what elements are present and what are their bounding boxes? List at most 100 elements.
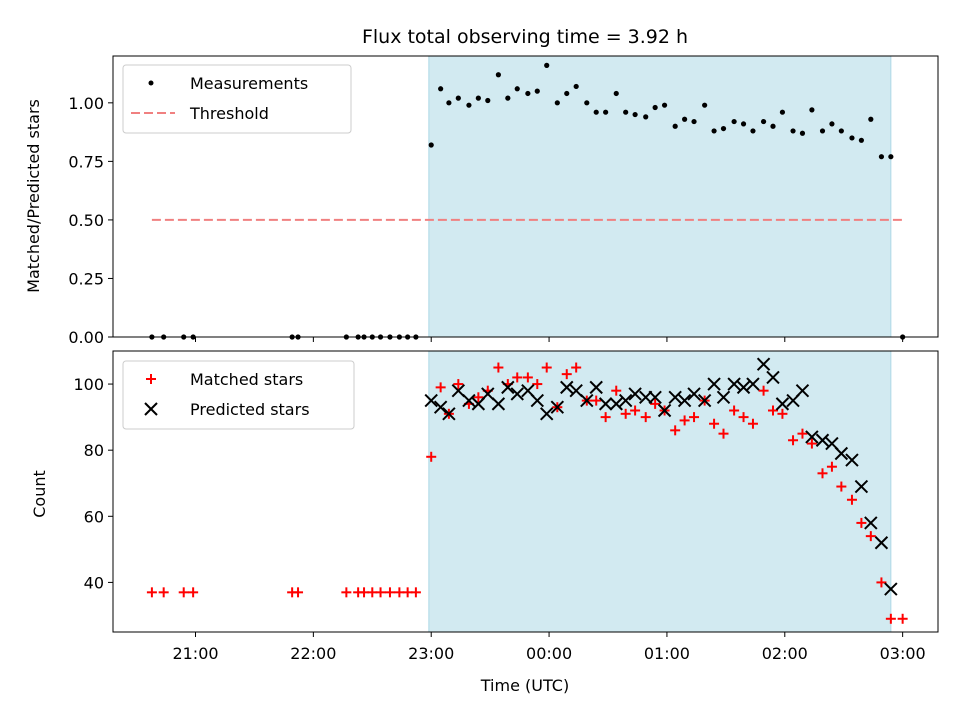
- predicted-star-point: [491, 397, 506, 411]
- predicted-star-point: [766, 370, 780, 385]
- measurement-point: [485, 97, 491, 104]
- measurement-point: [760, 118, 767, 125]
- matched-star-point: [426, 451, 437, 462]
- predicted-star-point: [589, 380, 603, 395]
- ratio-y-ticks: 0.00 0.25 0.50 0.75 1.00: [68, 94, 113, 347]
- time-x-axis-label: Time (UTC): [480, 676, 569, 695]
- count-y-tick-label: 40: [84, 573, 104, 592]
- predicted-star-point: [845, 453, 859, 467]
- matched-star-point: [738, 412, 749, 423]
- measurement-point: [888, 154, 894, 160]
- predicted-star-point: [510, 387, 524, 401]
- predicted-star-point: [668, 390, 682, 404]
- predicted-star-point: [657, 403, 672, 418]
- count-y-axis-label: Count: [30, 470, 49, 518]
- predicted-star-point: [697, 393, 712, 408]
- matched-star-point: [158, 587, 169, 598]
- predicted-star-point: [677, 393, 692, 408]
- measurement-point: [438, 86, 444, 92]
- time-x-tick-label: 21:00: [172, 644, 218, 663]
- count-y-tick-label: 100: [73, 375, 104, 394]
- ratio-y-tick-label: 0.50: [68, 211, 104, 230]
- measurement-point: [525, 90, 531, 97]
- measurement-point: [809, 107, 815, 113]
- legend-box: [122, 64, 352, 134]
- ratio-panel-frame: [112, 55, 939, 338]
- predicted-star-point: [639, 390, 653, 404]
- measurement-point: [731, 118, 737, 125]
- ratio-y-tick-label: 0.00: [68, 328, 104, 347]
- legend-threshold-label: Threshold: [189, 104, 269, 123]
- count-y-tick-label: 80: [84, 441, 104, 460]
- predicted-star-point: [648, 390, 662, 404]
- matched-star-point: [679, 415, 690, 426]
- predicted-star-point: [424, 393, 438, 408]
- figure-title: Flux total observing time = 3.92 h: [362, 26, 688, 48]
- predicted-star-point: [805, 430, 819, 444]
- predicted-star-point: [462, 393, 476, 408]
- matched-star-point: [512, 372, 523, 383]
- measurement-point: [495, 72, 501, 78]
- matched-star-point: [384, 587, 395, 598]
- measurement-point: [593, 109, 599, 115]
- matched-star-point: [473, 392, 484, 403]
- matched-star-point: [571, 362, 582, 373]
- matched-star-point: [630, 405, 641, 416]
- matched-star-point: [188, 587, 199, 598]
- matched-star-point: [146, 587, 157, 598]
- predicted-star-point: [481, 387, 495, 401]
- measurement-point: [711, 128, 717, 134]
- legend-matched-marker: [146, 374, 156, 384]
- measurement-point: [720, 125, 727, 132]
- predicted-star-point: [609, 397, 623, 411]
- matched-star-point: [541, 362, 552, 373]
- ratio-y-tick-label: 0.25: [68, 269, 104, 288]
- matched-star-point: [640, 412, 651, 423]
- measurement-point: [661, 102, 668, 108]
- measurement-point: [672, 123, 678, 129]
- measurement-point: [544, 62, 550, 68]
- count-points: [146, 357, 908, 624]
- measurement-point: [799, 130, 806, 136]
- matched-star-point: [453, 379, 464, 390]
- predicted-star-point: [628, 387, 642, 401]
- measurement-point: [554, 100, 560, 106]
- count-legend: Matched stars Predicted stars: [122, 360, 355, 430]
- predicted-star-point: [550, 400, 565, 414]
- ratio-panel: 0.00 0.25 0.50 0.75 1.00 Matched/Predicted s…: [24, 55, 939, 347]
- ratio-x-ticks: [195, 337, 904, 342]
- matched-star-point: [729, 405, 740, 416]
- count-y-ticks: 40 60 80 100: [73, 375, 113, 592]
- count-panel-frame: [112, 350, 939, 633]
- matched-star-point: [846, 494, 857, 505]
- matched-star-point: [670, 425, 681, 436]
- measurement-point: [750, 128, 756, 134]
- measurement-point: [682, 116, 688, 122]
- measurement-point: [446, 100, 452, 106]
- measurement-point: [819, 128, 826, 134]
- predicted-star-point: [707, 377, 721, 391]
- matched-star-point: [777, 408, 788, 419]
- ratio-y-axis-label: Matched/Predicted stars: [24, 99, 43, 293]
- predicted-star-point: [756, 357, 771, 371]
- measurement-point: [564, 90, 570, 97]
- predicted-star-point: [854, 479, 869, 494]
- measurement-point: [613, 90, 619, 97]
- measurement-point: [858, 137, 864, 143]
- predicted-star-point: [795, 383, 810, 398]
- legend-matched-label: Matched stars: [190, 370, 303, 389]
- predicted-star-point: [834, 446, 849, 461]
- matched-star-point: [435, 382, 446, 393]
- observing-window-shade: [428, 350, 892, 633]
- legend-measurements-label: Measurements: [190, 74, 308, 93]
- matched-star-point: [876, 577, 887, 588]
- predicted-star-point: [451, 383, 466, 398]
- legend-predicted-label: Predicted stars: [190, 400, 310, 419]
- predicted-star-point: [560, 380, 574, 395]
- matched-star-point: [293, 587, 304, 598]
- measurement-point: [691, 118, 697, 125]
- measurement-point: [505, 95, 511, 101]
- matched-star-point: [375, 587, 386, 598]
- matched-star-point: [410, 587, 421, 598]
